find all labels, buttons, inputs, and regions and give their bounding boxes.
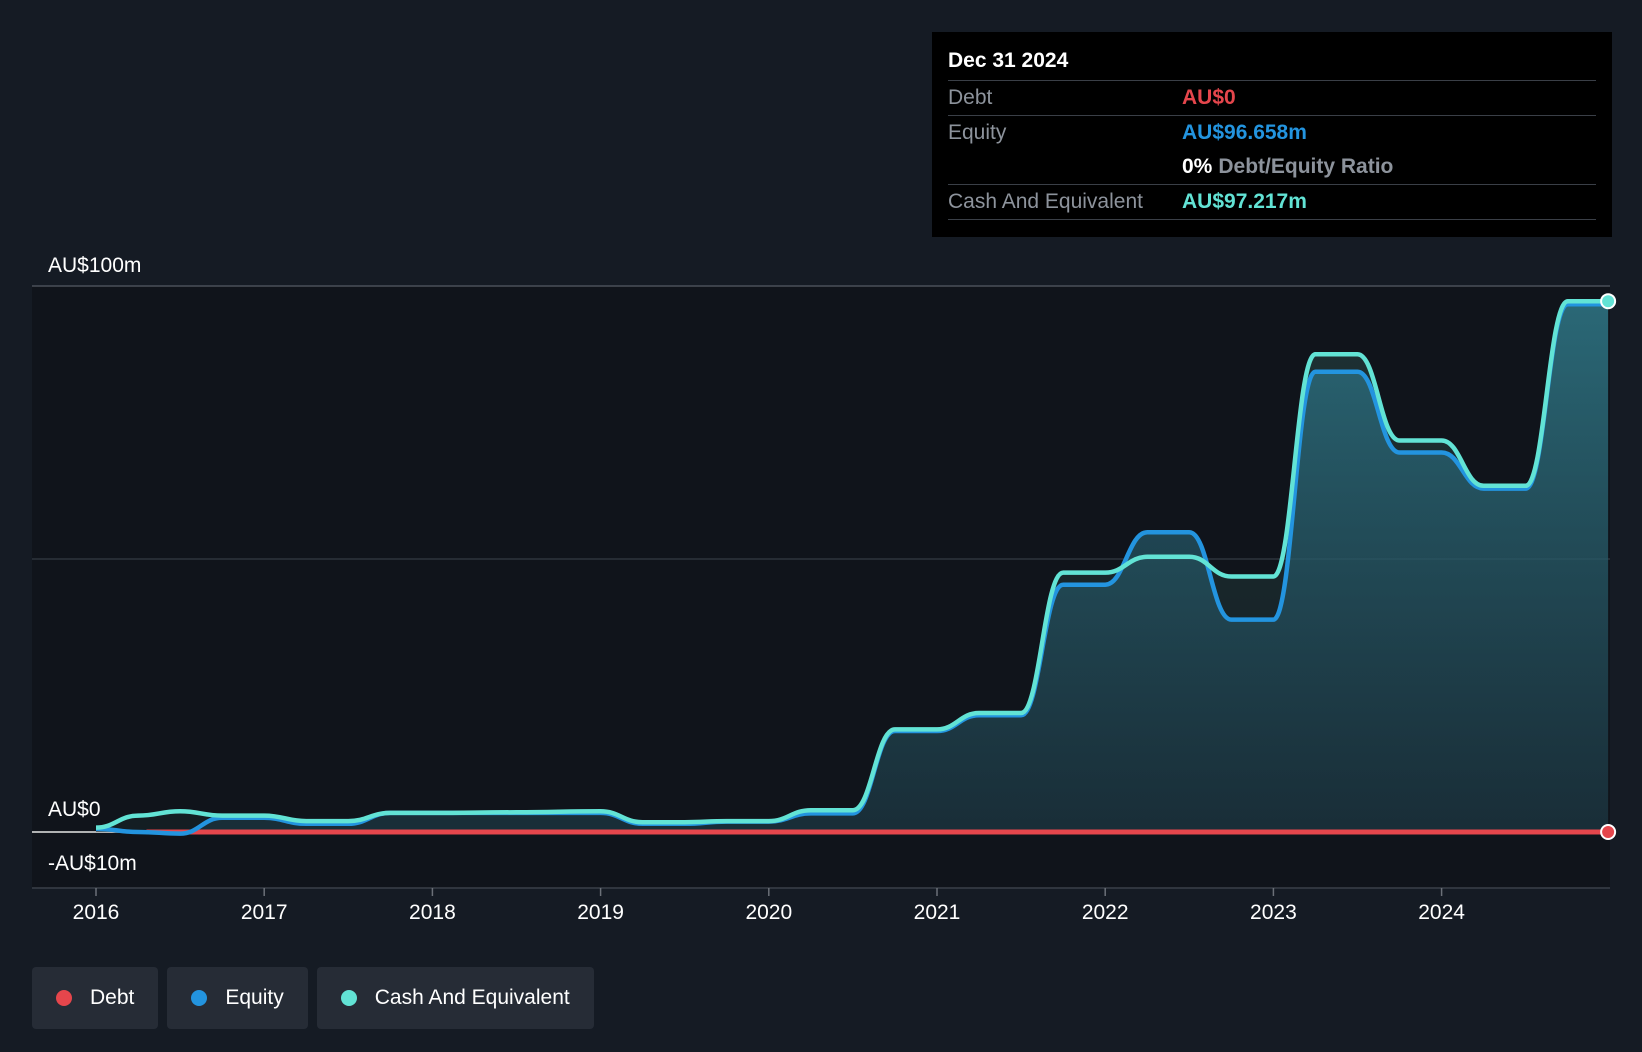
- cash-dot-icon: [340, 990, 357, 1006]
- tooltip-row-equity: Equity AU$96.658m: [948, 115, 1596, 150]
- tooltip-equity-label: Equity: [948, 121, 1007, 144]
- tooltip-row-debt: Debt AU$0: [948, 80, 1596, 115]
- tooltip-row-cash: Cash And Equivalent AU$97.217m: [948, 184, 1596, 220]
- tooltip-equity-value: AU$96.658m: [1182, 121, 1307, 144]
- legend-cash-label: Cash And Equivalent: [374, 986, 570, 1009]
- x-tick-label: 2020: [745, 901, 792, 924]
- tooltip-debt-label: Debt: [948, 86, 993, 109]
- y-label-top: AU$100m: [48, 254, 141, 277]
- x-tick-label: 2024: [1418, 901, 1465, 924]
- x-tick-label: 2023: [1250, 901, 1297, 924]
- tooltip-row-ratio: 0% Debt/Equity Ratio: [948, 150, 1596, 184]
- legend-equity-label: Equity: [225, 986, 284, 1009]
- x-tick-label: 2022: [1082, 901, 1129, 924]
- tooltip-cash-label: Cash And Equivalent: [948, 190, 1143, 213]
- legend-item-equity[interactable]: Equity: [167, 967, 308, 1029]
- equity-series-line: [95, 301, 1609, 836]
- x-tick-label: 2018: [409, 901, 456, 924]
- debt-end-marker: [1600, 824, 1617, 840]
- legend-item-cash[interactable]: Cash And Equivalent: [316, 967, 594, 1029]
- y-label-bottom: -AU$10m: [48, 852, 137, 875]
- equity-dot-icon: [191, 990, 208, 1006]
- x-tick-label: 2021: [914, 901, 961, 924]
- x-tick-label: 2017: [241, 901, 288, 924]
- tooltip-ratio-percent: 0%: [1182, 155, 1213, 178]
- legend-debt-label: Debt: [90, 986, 135, 1009]
- cash-end-marker: [1600, 293, 1617, 310]
- x-tick-label: 2019: [577, 901, 624, 924]
- chart-legend: Debt Equity Cash And Equivalent: [32, 967, 594, 1029]
- x-tick-label: 2016: [73, 901, 120, 924]
- y-label-zero: AU$0: [48, 798, 101, 821]
- cash-series-line: [95, 298, 1609, 830]
- tooltip-date: Dec 31 2024: [948, 49, 1069, 72]
- debt-dot-icon: [56, 990, 72, 1006]
- tooltip-debt-value: AU$0: [1182, 86, 1236, 109]
- tooltip-ratio-label: Debt/Equity Ratio: [1218, 155, 1394, 178]
- tooltip-cash-value: AU$97.217m: [1182, 190, 1307, 213]
- equity-area: [96, 304, 1609, 834]
- chart-tooltip: Dec 31 2024 Debt AU$0 Equity AU$96.658m …: [932, 32, 1612, 237]
- legend-item-debt[interactable]: Debt: [32, 967, 159, 1029]
